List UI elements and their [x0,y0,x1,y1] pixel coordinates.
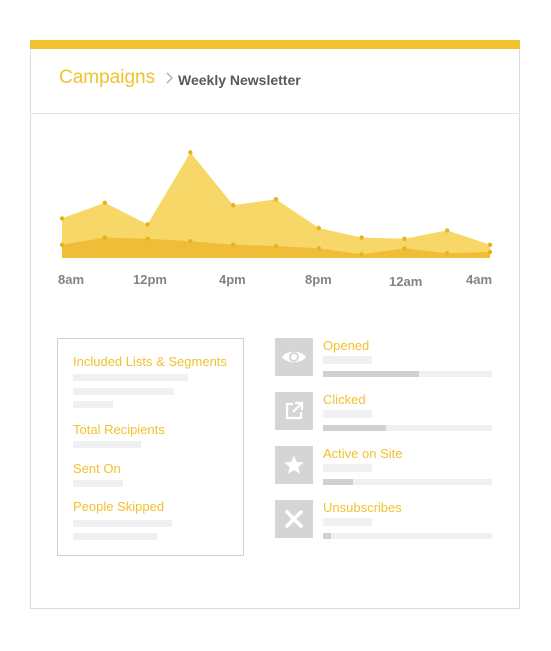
chart-point [273,243,279,249]
chart-point [145,222,150,227]
stat-label-unsubscribes: Unsubscribes [323,500,402,515]
placeholder-line [73,441,141,448]
placeholder-line [73,401,113,408]
close-icon [275,500,313,538]
star-icon [275,446,313,484]
x-tick-label: 12am [389,274,423,289]
opened-progress-bar [323,371,492,377]
x-tick-label: 8pm [305,272,332,287]
breadcrumb-campaigns-link[interactable]: Campaigns [59,67,156,88]
opened-progress-fill [323,371,420,377]
placeholder-line [73,533,157,540]
unsubscribes-progress-fill [323,533,332,539]
stat-label-opened: Opened [323,338,370,353]
chart-point [231,242,236,247]
campaign-info-panel: Included Lists & Segments Total Recipien… [57,338,244,556]
chart-point [273,197,279,202]
external-link-icon [275,392,313,430]
stat-label-clicked: Clicked [323,392,366,407]
active-progress-bar [323,479,492,485]
info-label-lists: Included Lists & Segments [73,354,227,369]
x-tick-label: 8am [58,272,85,287]
breadcrumb-current: Weekly Newsletter [178,72,301,88]
chart-point [145,236,150,241]
info-label-recipients: Total Recipients [73,422,165,437]
eye-icon [275,338,313,376]
chart-point [487,242,493,247]
placeholder-line [323,410,372,418]
placeholder-line [323,464,372,472]
chart-point [359,235,364,240]
chart-point [487,249,493,255]
chart-point [59,242,65,247]
clicked-progress-bar [323,425,492,431]
chart-point [359,252,364,257]
chart-point [445,251,450,256]
accent-bar [30,40,520,49]
chart-point [188,239,193,244]
unsubscribes-progress-bar [323,533,492,539]
chart-point [402,236,407,241]
chart-point [402,246,407,251]
chart-point [316,225,321,231]
placeholder-line [73,374,188,381]
upper-area-series [62,152,490,258]
clicked-progress-fill [323,425,386,431]
stat-label-active-on-site: Active on Site [323,446,403,461]
x-tick-label: 4pm [219,272,246,287]
active-progress-fill [323,479,354,485]
placeholder-line [73,388,174,395]
activity-chart [59,150,493,258]
placeholder-line [323,356,372,364]
breadcrumb: Campaigns Weekly Newsletter [30,49,520,114]
placeholder-line [323,518,372,526]
chart-point [102,200,108,205]
placeholder-line [73,480,123,487]
chevron-right-icon [166,72,174,84]
chart-point [188,150,193,155]
chart-point [445,228,450,233]
chart-point [316,246,321,251]
x-tick-label: 4am [466,272,493,287]
chart-point [231,203,236,208]
info-label-sent-on: Sent On [73,461,121,476]
info-label-skipped: People Skipped [73,499,165,514]
x-tick-label: 12pm [133,272,167,287]
placeholder-line [73,520,172,527]
chart-point [59,216,65,221]
chart-point [102,235,108,240]
